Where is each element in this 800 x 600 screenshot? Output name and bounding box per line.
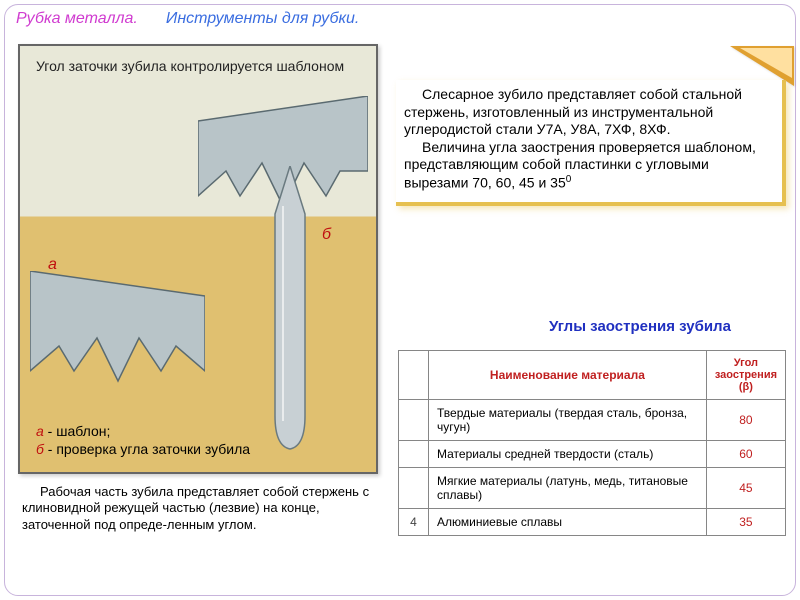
fig-caption-text: Рабочая часть зубила представляет собой … xyxy=(22,484,369,532)
cell-angle: 60 xyxy=(706,441,785,468)
desc-p1: Слесарное зубило представляет собой стал… xyxy=(404,86,742,137)
corner-deco-icon-inner xyxy=(740,48,792,78)
diagram-legend: а - шаблон; б - проверка угла заточки зу… xyxy=(36,422,250,458)
table-row: Твердые материалы (твердая сталь, бронза… xyxy=(399,400,786,441)
cell-angle: 35 xyxy=(706,509,785,536)
angles-table: Наименование материала Угол заострения (… xyxy=(398,350,786,536)
cell-num xyxy=(399,468,429,509)
cell-num xyxy=(399,400,429,441)
description-box: Слесарное зубило представляет собой стал… xyxy=(396,80,786,206)
legend-a-letter: а xyxy=(36,423,44,439)
legend-a-text: - шаблон; xyxy=(44,423,111,439)
table-row: 4 Алюминиевые сплавы 35 xyxy=(399,509,786,536)
desc-p2-sup: 0 xyxy=(566,174,572,185)
diagram-panel: Угол заточки зубила контролируется шабло… xyxy=(18,44,378,474)
diagram-caption: Угол заточки зубила контролируется шабло… xyxy=(36,58,344,76)
legend-b-letter: б xyxy=(36,441,44,457)
cell-angle: 45 xyxy=(706,468,785,509)
th-num xyxy=(399,351,429,400)
title-2: Инструменты для рубки. xyxy=(166,10,359,28)
header: Рубка металла. Инструменты для рубки. xyxy=(16,10,359,28)
title-1: Рубка металла. xyxy=(16,10,138,28)
diagram-label-a: а xyxy=(48,256,57,274)
table-body: Твердые материалы (твердая сталь, бронза… xyxy=(399,400,786,536)
cell-angle: 80 xyxy=(706,400,785,441)
th-name: Наименование материала xyxy=(429,351,707,400)
table-row: Материалы средней твердости (сталь) 60 xyxy=(399,441,786,468)
th-angle: Угол заострения (β) xyxy=(706,351,785,400)
legend-b-text: - проверка угла заточки зубила xyxy=(44,441,250,457)
desc-p2: Величина угла заострения проверяется шаб… xyxy=(404,139,756,191)
table-row: Мягкие материалы (латунь, медь, титановы… xyxy=(399,468,786,509)
cell-name: Алюминиевые сплавы xyxy=(429,509,707,536)
cell-num: 4 xyxy=(399,509,429,536)
cell-name: Мягкие материалы (латунь, медь, титановы… xyxy=(429,468,707,509)
cell-name: Твердые материалы (твердая сталь, бронза… xyxy=(429,400,707,441)
diagram-label-b: б xyxy=(322,226,331,244)
cell-num xyxy=(399,441,429,468)
table-title: Углы заострения зубила xyxy=(500,318,780,335)
cell-name: Материалы средней твердости (сталь) xyxy=(429,441,707,468)
fig-caption: Рабочая часть зубила представляет собой … xyxy=(22,484,382,533)
chisel-tool xyxy=(265,166,315,451)
template-shape-bottom xyxy=(30,271,205,396)
